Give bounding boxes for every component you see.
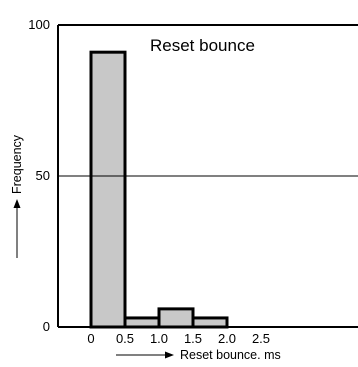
x-tick-label: 1.0 (150, 331, 168, 346)
y-tick-label: 50 (36, 168, 50, 183)
y-axis-label: Frequency (10, 134, 24, 194)
tick-labels-layer: 0 50 100 0 0.5 1.0 1.5 2.0 2.5 (28, 17, 270, 346)
histogram-bar (157, 307, 195, 329)
x-axis-label: Reset bounce. ms (180, 348, 281, 362)
x-tick-label: 1.5 (184, 331, 202, 346)
y-tick-label: 0 (43, 319, 50, 334)
histogram-bar (123, 316, 161, 329)
y-tick-label: 100 (28, 17, 50, 32)
bars-layer (89, 50, 229, 329)
chart-title: Reset bounce (150, 36, 255, 55)
x-axis-arrow-icon (165, 351, 174, 359)
x-tick-label: 0 (87, 331, 94, 346)
histogram-bar (191, 316, 229, 329)
x-axis-label-group: Reset bounce. ms (116, 348, 281, 362)
y-axis-label-group: Frequency (10, 134, 24, 258)
histogram-bar (89, 50, 127, 329)
x-tick-label: 0.5 (116, 331, 134, 346)
y-axis-arrow-icon (13, 199, 21, 208)
x-tick-label: 2.5 (252, 331, 270, 346)
x-tick-label: 2.0 (218, 331, 236, 346)
